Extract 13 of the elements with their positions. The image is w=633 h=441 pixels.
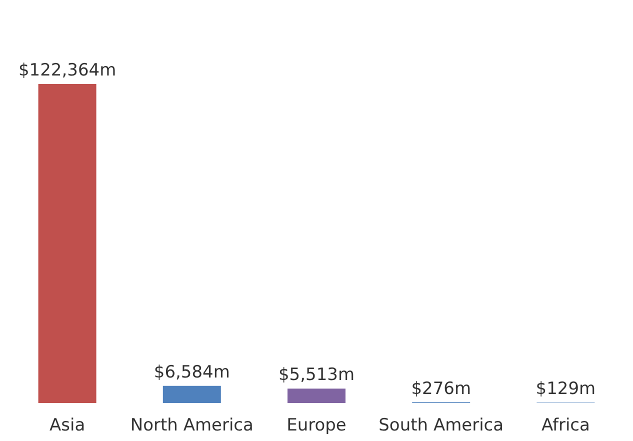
x-tick-label: Africa [541,416,590,436]
x-tick-label: Asia [49,416,86,436]
data-label: $5,513m [278,365,355,386]
bar [162,386,221,403]
x-tick-label: South America [378,416,504,436]
x-tick-label: Europe [286,416,346,436]
x-tick-label: North America [130,416,254,436]
data-label: $122,364m [18,60,116,80]
data-label: $6,584m [154,362,230,382]
bar [288,388,346,403]
data-label: $129m [536,379,596,400]
data-label: $276m [411,378,472,399]
bar [38,84,96,403]
